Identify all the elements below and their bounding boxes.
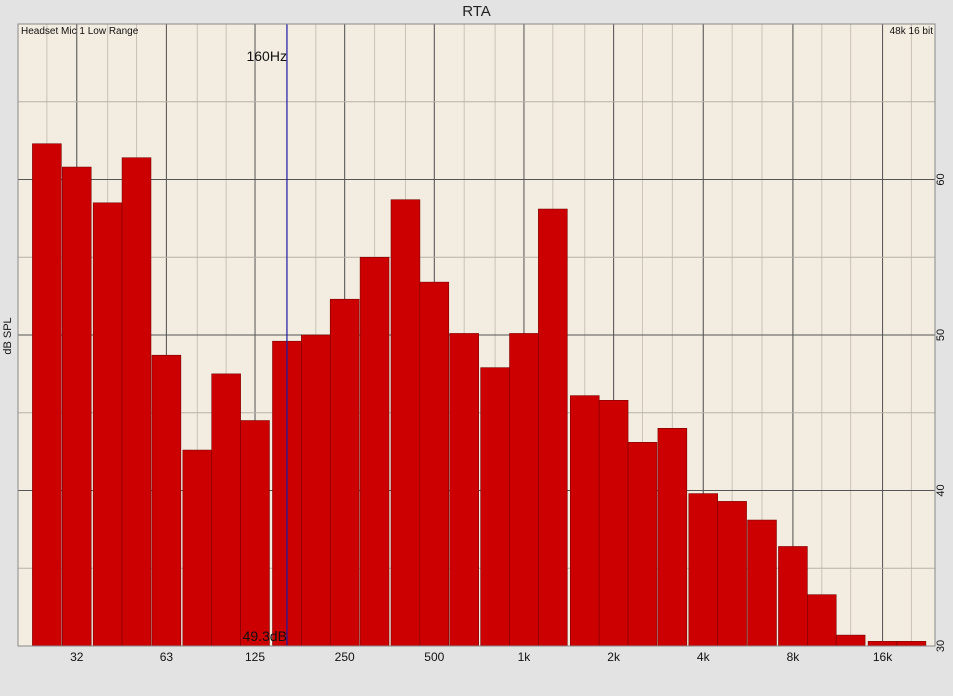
chart-title: RTA [462, 3, 491, 20]
y-tick-label: 40 [935, 484, 947, 496]
bar-125 [240, 420, 270, 647]
x-tick-label: 125 [245, 650, 265, 664]
bar-800 [480, 367, 510, 647]
x-tick-label: 1k [518, 650, 532, 664]
bar-31.5 [62, 166, 92, 647]
x-tick-label: 4k [697, 650, 711, 664]
y-tick-label: 60 [935, 173, 947, 185]
bar-10k [807, 594, 837, 647]
bar-315 [359, 256, 390, 647]
bar-63 [151, 354, 182, 647]
y-tick-label: 50 [935, 329, 947, 341]
bar-16k [867, 641, 898, 647]
x-tick-label: 32 [70, 650, 84, 664]
bar-40 [92, 202, 123, 647]
bar-12.5k [835, 634, 866, 647]
bar-3.15k [657, 427, 688, 647]
bar-1.6k [570, 395, 600, 647]
bar-8k [778, 546, 808, 647]
x-tick-label: 500 [424, 650, 444, 664]
plot-border [17, 23, 936, 647]
subtitle-left: Headset Mic 1 Low Range [21, 26, 139, 37]
x-tick-labels: 32 63 125 250 500 1k 2k 4k 8k 16k [70, 650, 893, 664]
bar-200 [301, 334, 331, 647]
bar-4k [688, 493, 719, 647]
bar-1k [509, 333, 539, 647]
bar-25 [32, 143, 62, 647]
bar-2k [598, 400, 629, 647]
cursor-frequency-label: 160Hz [246, 48, 286, 64]
x-tick-label: 250 [335, 650, 355, 664]
x-tick-label: 2k [607, 650, 621, 664]
bar-6.3k [747, 519, 777, 647]
bar-series [32, 143, 927, 647]
bar-100 [211, 373, 241, 647]
subtitle-right: 48k 16 bit [890, 26, 934, 37]
bar-630 [449, 333, 479, 647]
y-tick-labels: 30 40 50 60 [935, 173, 947, 652]
bar-20k [896, 641, 927, 647]
bar-500 [419, 281, 450, 647]
x-tick-label: 63 [160, 650, 174, 664]
bar-5k [717, 501, 747, 647]
bar-400 [390, 199, 421, 647]
y-tick-label: 30 [935, 640, 947, 652]
bar-1.25k [538, 208, 568, 647]
bar-2.5k [627, 441, 658, 647]
cursor[interactable]: 160Hz 49.3dB [243, 24, 288, 646]
x-tick-label: 16k [873, 650, 893, 664]
x-tick-label: 8k [787, 650, 801, 664]
bar-80 [182, 449, 213, 647]
bar-50 [121, 157, 152, 647]
cursor-value-label: 49.3dB [243, 628, 287, 644]
bar-250 [329, 298, 360, 647]
